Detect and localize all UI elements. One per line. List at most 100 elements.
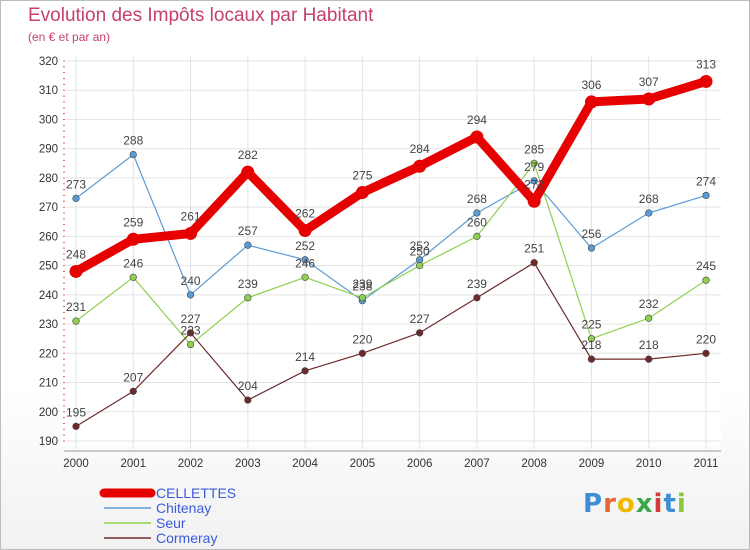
data-point-cormeray (416, 329, 424, 337)
data-label-seur: 260 (467, 215, 487, 229)
y-tick-label: 260 (39, 231, 58, 243)
data-label-cellettes: 282 (238, 148, 258, 162)
data-point-seur (72, 317, 80, 325)
logo-letter: t (663, 489, 677, 519)
data-label-chitenay: 273 (66, 177, 86, 191)
data-label-cormeray: 220 (696, 332, 716, 346)
y-tick-label: 320 (39, 56, 58, 68)
y-tick-label: 230 (39, 319, 58, 331)
data-point-cellettes (642, 92, 656, 106)
y-tick-label: 280 (39, 173, 58, 185)
data-label-chitenay: 268 (467, 192, 487, 206)
data-point-seur (129, 273, 137, 281)
x-tick-label: 2009 (579, 458, 605, 470)
y-tick-label: 200 (39, 407, 58, 419)
data-point-cormeray (645, 355, 653, 363)
x-tick-label: 2011 (694, 458, 719, 470)
data-label-chitenay: 274 (696, 174, 716, 188)
data-label-cellettes: 313 (696, 57, 716, 71)
data-point-chitenay (186, 291, 195, 299)
y-tick-label: 250 (39, 261, 58, 273)
plot-area (61, 56, 721, 446)
y-tick-label: 190 (39, 436, 58, 448)
data-label-cormeray: 239 (467, 277, 487, 291)
legend-label-cormeray: Cormeray (156, 530, 217, 546)
data-point-cellettes (69, 264, 83, 278)
data-label-seur: 245 (696, 259, 716, 273)
data-point-seur (244, 294, 252, 302)
data-point-chitenay (587, 244, 596, 252)
data-point-cormeray (587, 355, 596, 363)
chart-title: Evolution des Impôts locaux par Habitant (28, 5, 374, 26)
legend-label-seur: Seur (156, 515, 186, 531)
data-point-seur (358, 294, 366, 302)
data-point-seur (301, 273, 309, 281)
data-label-cormeray: 218 (639, 338, 659, 352)
data-label-seur: 225 (581, 318, 601, 332)
data-label-chitenay: 238 (352, 280, 372, 294)
data-point-chitenay (129, 150, 137, 159)
data-point-cellettes (584, 95, 598, 109)
series-line-seur (75, 162, 707, 346)
data-label-cormeray: 204 (238, 379, 258, 393)
legend-label-cellettes: CELLETTES (156, 485, 236, 501)
data-label-cellettes: 259 (123, 215, 143, 229)
data-point-cellettes (241, 165, 255, 179)
data-point-seur (587, 335, 596, 343)
data-point-seur (186, 340, 195, 349)
data-label-cormeray: 218 (581, 338, 601, 352)
data-point-seur (416, 262, 424, 270)
data-point-cellettes (355, 186, 369, 200)
x-tick-label: 2007 (464, 458, 490, 470)
chart-subtitle: (en € et par an) (28, 30, 111, 44)
x-tick-label: 2006 (407, 458, 433, 470)
data-label-chitenay: 279 (524, 160, 544, 174)
data-label-seur: 250 (410, 245, 430, 259)
logo-letter: r (603, 489, 617, 519)
data-label-seur: 246 (123, 256, 143, 270)
data-label-chitenay: 257 (238, 224, 258, 238)
data-point-cellettes (470, 130, 484, 144)
x-tick-label: 2002 (178, 458, 204, 470)
data-label-seur: 232 (639, 297, 659, 311)
y-tick-label: 290 (39, 144, 58, 156)
data-point-cellettes (126, 232, 140, 246)
logo-letter: o (616, 489, 636, 519)
data-point-cellettes (413, 159, 427, 173)
data-label-seur: 246 (295, 256, 315, 270)
proxiti-logo: Proxiti (583, 489, 687, 519)
y-tick-label: 310 (39, 85, 58, 97)
data-label-seur: 285 (524, 142, 544, 156)
series-line-cellettes (71, 76, 711, 276)
data-label-chitenay: 252 (410, 239, 430, 253)
data-point-seur (473, 232, 481, 240)
data-label-cellettes: 307 (639, 75, 659, 89)
data-label-cormeray: 220 (352, 332, 372, 346)
data-label-cormeray: 214 (295, 350, 315, 364)
data-label-cellettes: 275 (352, 169, 372, 183)
data-label-cellettes: 248 (66, 247, 86, 261)
data-point-cellettes (184, 226, 198, 240)
data-point-cormeray (301, 367, 309, 375)
logo-letter: P (583, 489, 604, 519)
data-label-cellettes: 284 (410, 142, 430, 156)
data-point-cellettes (527, 194, 541, 208)
data-point-cormeray (244, 396, 252, 404)
x-tick-label: 2004 (292, 458, 318, 470)
x-tick-label: 2005 (350, 458, 376, 470)
x-tick-label: 2000 (63, 458, 89, 470)
y-tick-label: 210 (39, 378, 58, 390)
data-label-cormeray: 195 (66, 405, 86, 419)
legend-label-chitenay: Chitenay (156, 500, 211, 516)
data-label-chitenay: 240 (181, 274, 201, 288)
data-label-chitenay: 252 (295, 239, 315, 253)
data-point-chitenay (72, 194, 80, 202)
data-point-cormeray (186, 329, 195, 337)
data-point-cormeray (358, 349, 366, 357)
data-point-cormeray (129, 387, 137, 395)
data-point-seur (530, 159, 538, 167)
data-point-chitenay (530, 177, 538, 185)
data-label-cormeray: 227 (181, 312, 201, 326)
logo-letter: i (653, 489, 664, 519)
